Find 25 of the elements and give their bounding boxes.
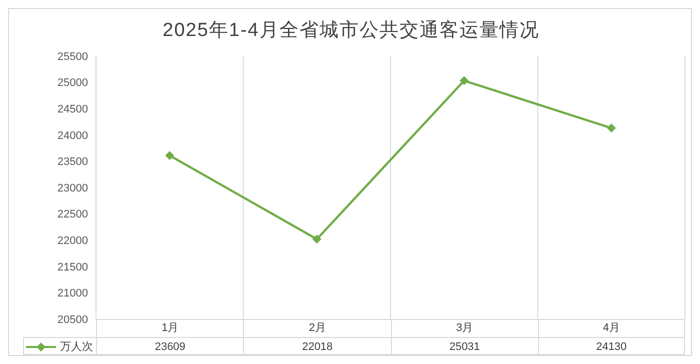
data-label: 25031 xyxy=(390,337,538,355)
data-label: 24130 xyxy=(538,337,685,355)
data-label: 23609 xyxy=(96,337,244,355)
point xyxy=(460,76,469,86)
y-tick-label: 21500 xyxy=(57,261,88,274)
y-tick-label: 22000 xyxy=(57,235,88,248)
chart-title: 2025年1-4月全省城市公共交通客运量情况 xyxy=(162,19,540,43)
y-tick-label: 21000 xyxy=(57,288,88,300)
y-tick-label: 24500 xyxy=(57,104,88,116)
y-tick-label: 24000 xyxy=(57,130,88,142)
point xyxy=(165,150,174,160)
point xyxy=(606,124,616,133)
y-tick-label: 23000 xyxy=(57,182,88,194)
x-tick-label: 2月 xyxy=(243,319,390,337)
data-label: 22018 xyxy=(243,337,390,355)
x-tick-label: 3月 xyxy=(390,319,538,337)
y-tick-label: 23500 xyxy=(57,156,88,168)
x-tick-label: 4月 xyxy=(538,319,685,337)
y-tick-label: 22500 xyxy=(57,208,88,221)
legend-label: 万人次 xyxy=(60,341,93,353)
y-tick-label: 25000 xyxy=(57,77,88,90)
x-tick-label: 1月 xyxy=(96,319,244,337)
y-tick-label: 25500 xyxy=(57,50,88,63)
point xyxy=(312,234,322,244)
y-tick-label: 20500 xyxy=(57,314,88,326)
